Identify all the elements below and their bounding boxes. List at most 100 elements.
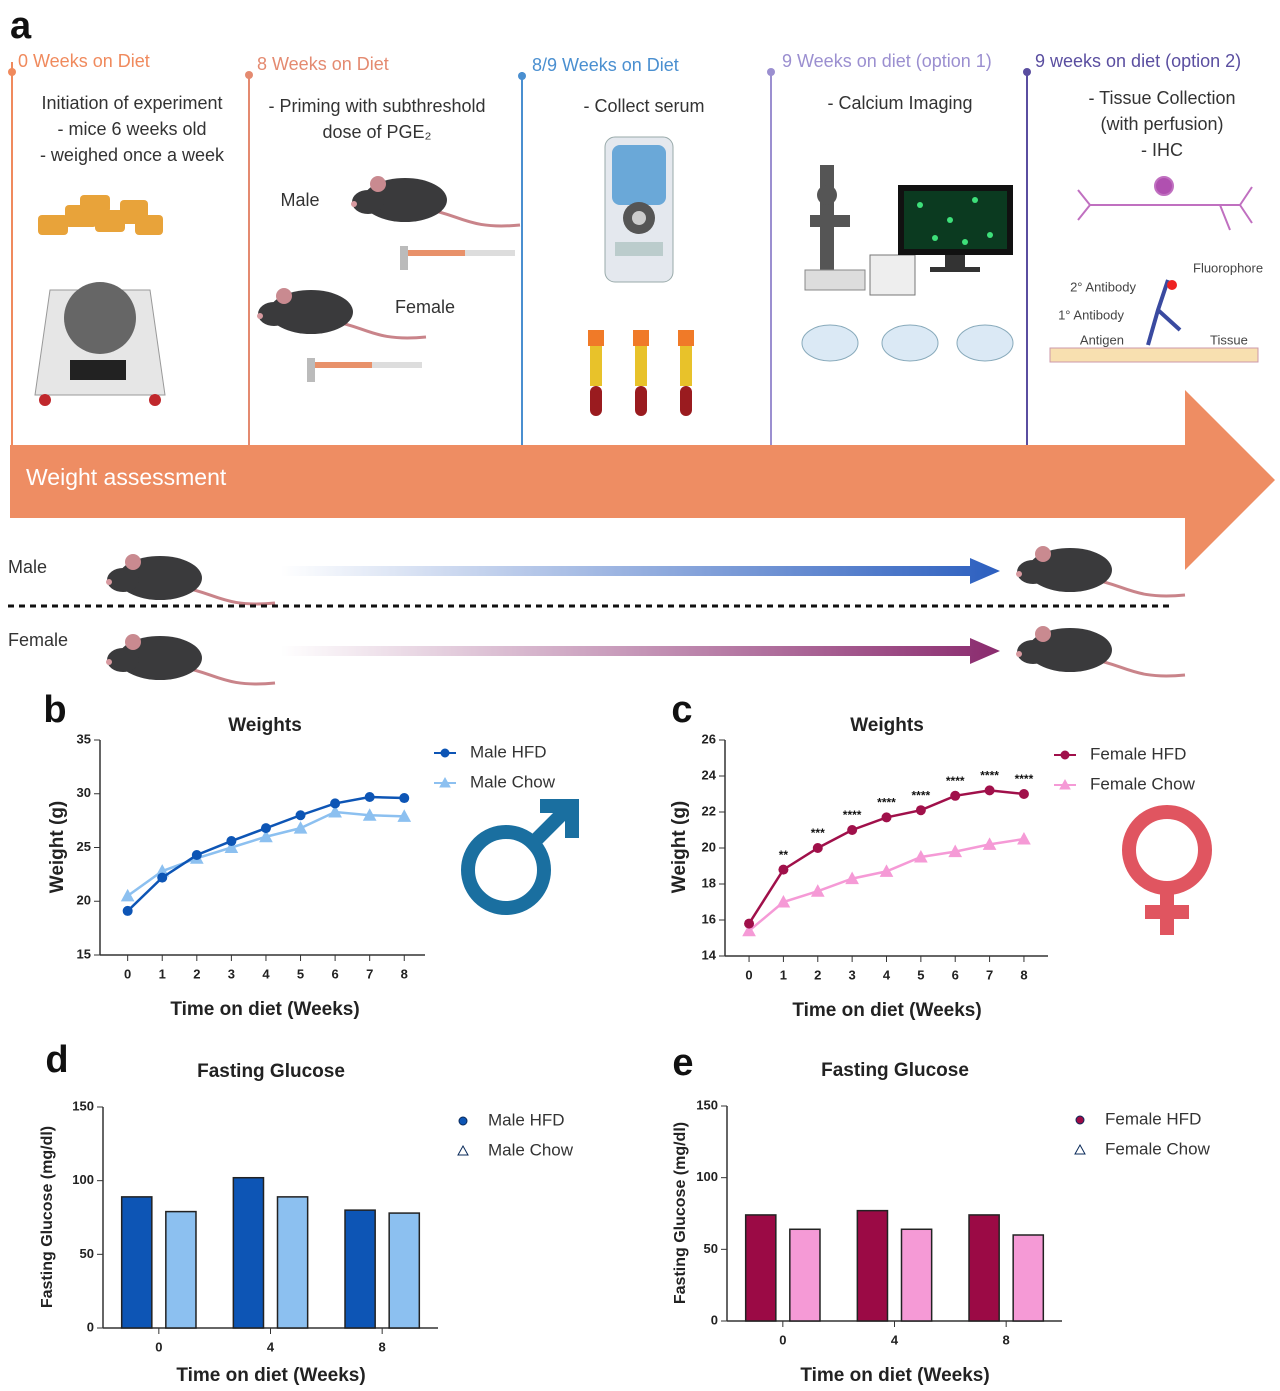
significance: **** <box>980 769 999 783</box>
illustration-label: Male <box>280 190 319 210</box>
scale <box>34 282 166 406</box>
x-tick-label: 2 <box>814 967 821 982</box>
data-point <box>881 812 892 823</box>
data-point <box>399 793 410 804</box>
significance: ** <box>779 848 789 862</box>
microscope <box>804 165 916 296</box>
significance: **** <box>912 788 931 802</box>
stage-heading: 8/9 Weeks on Diet <box>532 55 679 75</box>
illustration-label: Tissue <box>1210 332 1248 347</box>
timeline-dot <box>8 68 16 76</box>
stage-text: - Collect serum <box>583 96 704 116</box>
legend-label: Male Chow <box>488 1140 574 1159</box>
data-point <box>879 864 894 877</box>
bar <box>1012 1234 1045 1322</box>
significance: **** <box>877 796 896 810</box>
x-tick-label: 5 <box>297 966 304 981</box>
y-tick-label: 0 <box>87 1319 94 1334</box>
chart-title: Fasting Glucose <box>821 1060 969 1081</box>
panel-label: d <box>45 1039 68 1081</box>
x-tick-label: 5 <box>917 967 924 982</box>
mouse-icon <box>104 632 277 686</box>
bar <box>276 1196 309 1329</box>
legend-marker <box>1059 778 1071 790</box>
legend-label: Male HFD <box>470 742 547 761</box>
legend-label: Female HFD <box>1105 1109 1201 1128</box>
y-tick-label: 0 <box>711 1312 718 1327</box>
illustration-label: Female <box>395 297 455 317</box>
data-point <box>295 810 306 821</box>
arrow-label: Weight assessment <box>26 464 227 490</box>
legend-marker <box>458 1116 468 1126</box>
significance: **** <box>1015 772 1034 786</box>
y-tick-label: 22 <box>702 803 716 818</box>
data-point <box>224 840 239 853</box>
timeline-dot <box>245 71 253 79</box>
x-tick-label: 7 <box>366 966 373 981</box>
x-tick-label: 4 <box>262 966 270 981</box>
illustration-label: 2° Antibody <box>1070 279 1136 294</box>
stage-text: (with perfusion) <box>1100 114 1223 134</box>
stage-heading: 8 Weeks on Diet <box>257 54 389 74</box>
stage-text: - weighed once a week <box>40 145 225 165</box>
timeline-dot <box>1023 68 1031 76</box>
illustration-label: 1° Antibody <box>1058 307 1124 322</box>
bar <box>856 1209 889 1322</box>
illustration-label: Fluorophore <box>1193 260 1263 275</box>
y-axis-label: Fasting Glucose (mg/dl) <box>39 1126 56 1308</box>
data-point <box>778 864 789 875</box>
x-tick-label: 6 <box>331 966 338 981</box>
mouse-icon <box>1014 544 1187 598</box>
data-point <box>259 829 273 843</box>
row-arrow <box>280 558 1000 584</box>
timeline-dot <box>518 72 526 80</box>
x-tick-label: 3 <box>228 966 235 981</box>
data-point <box>812 843 823 853</box>
y-tick-label: 25 <box>77 839 91 854</box>
y-tick-label: 100 <box>696 1169 718 1184</box>
x-tick-label: 4 <box>267 1339 275 1354</box>
male-symbol <box>461 799 579 915</box>
blood-tubes <box>588 330 694 416</box>
data-point <box>1018 789 1029 799</box>
data-point <box>915 805 926 816</box>
row-label: Female <box>8 630 68 650</box>
legend-label: Male Chow <box>470 772 556 791</box>
data-point <box>1017 831 1031 845</box>
x-tick-label: 8 <box>1003 1332 1010 1347</box>
x-axis-label: Time on diet (Weeks) <box>800 1365 989 1386</box>
x-axis-label: Time on diet (Weeks) <box>792 1000 981 1021</box>
data-point <box>845 871 859 885</box>
stage-text: - Tissue Collection <box>1088 88 1235 108</box>
stage-text: - IHC <box>1141 140 1183 160</box>
significance: **** <box>946 774 965 788</box>
series-line <box>748 837 1025 932</box>
centrifuge <box>604 136 674 283</box>
data-point <box>122 905 133 916</box>
y-tick-label: 24 <box>702 767 717 782</box>
data-point <box>984 785 995 796</box>
female-symbol <box>1122 805 1212 935</box>
y-tick-label: 150 <box>72 1098 94 1113</box>
timeline-arrow <box>10 390 1275 570</box>
data-point <box>260 823 271 834</box>
x-axis-label: Time on diet (Weeks) <box>176 1365 365 1386</box>
stage-heading: 9 Weeks on diet (option 1) <box>782 51 992 71</box>
x-tick-label: 0 <box>779 1332 786 1347</box>
data-point <box>744 918 755 929</box>
x-tick-label: 0 <box>155 1339 162 1354</box>
data-point <box>982 837 997 850</box>
x-tick-label: 1 <box>159 966 166 981</box>
data-point <box>776 894 791 908</box>
data-point <box>293 821 308 834</box>
y-tick-label: 50 <box>704 1241 718 1256</box>
data-point <box>328 804 342 818</box>
panel-label: b <box>43 689 66 731</box>
x-tick-label: 2 <box>193 966 200 981</box>
data-point <box>364 791 375 802</box>
chart-title: Weights <box>228 715 302 736</box>
y-tick-label: 100 <box>72 1172 94 1187</box>
data-point <box>157 872 168 883</box>
y-axis-label: Fasting Glucose (mg/dl) <box>672 1122 689 1304</box>
